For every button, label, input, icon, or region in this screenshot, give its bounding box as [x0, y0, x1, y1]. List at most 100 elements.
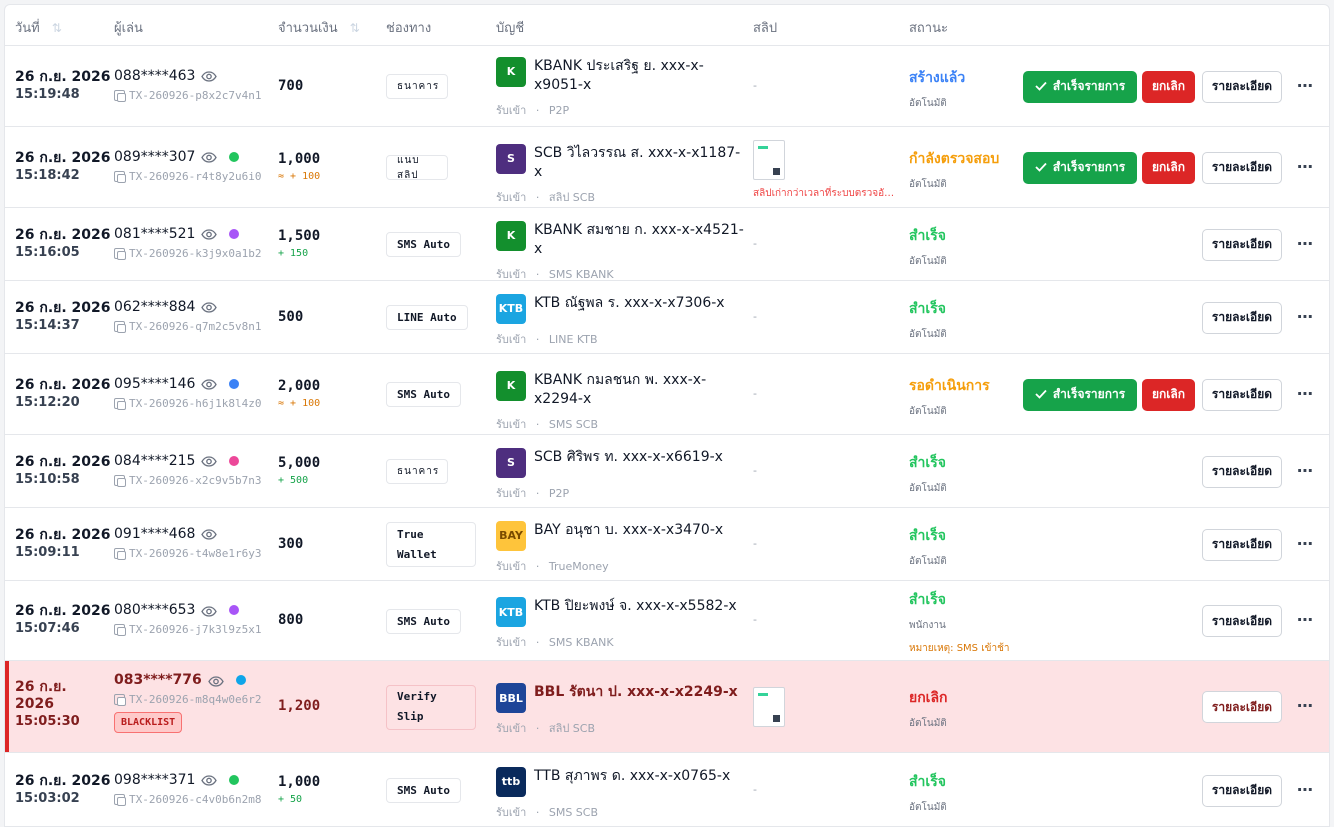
- eye-icon[interactable]: [201, 70, 218, 82]
- tx-id: TX-260926-c4v0b6n2m8: [114, 793, 261, 806]
- eye-icon[interactable]: [201, 378, 218, 390]
- eye-icon[interactable]: [201, 455, 218, 467]
- eye-icon[interactable]: [201, 605, 218, 617]
- confirm-button[interactable]: สำเร็จรายการ: [1023, 378, 1137, 411]
- more-options-icon[interactable]: ⋯: [1297, 233, 1314, 253]
- copy-icon[interactable]: [114, 474, 126, 487]
- bonus-text: ≈ + 100: [278, 170, 321, 182]
- detail-button[interactable]: รายละเอียด: [1202, 70, 1282, 103]
- eye-icon[interactable]: [201, 228, 218, 240]
- slip-thumbnail[interactable]: [753, 687, 785, 727]
- copy-icon[interactable]: [114, 547, 126, 560]
- player-cell: 080****653 TX-260926-j7k3l9z5x1: [114, 601, 261, 636]
- time-text: 15:05:30: [15, 714, 80, 729]
- slip-thumbnail[interactable]: [753, 139, 785, 180]
- bank-logo-icon: S: [496, 447, 526, 478]
- copy-icon[interactable]: [114, 694, 126, 706]
- more-options-icon[interactable]: ⋯: [1297, 779, 1314, 799]
- amount-text: 300: [278, 535, 304, 552]
- direction-text: รับเข้า: [496, 559, 527, 573]
- date-text: 26 ก.ย. 2026: [15, 772, 111, 789]
- eye-icon[interactable]: [201, 774, 218, 786]
- channel-badge: ธนาคาร: [386, 459, 448, 484]
- account-name: KBANK ประเสริฐ ย. xxx-x-x9051-x: [534, 57, 704, 93]
- more-options-icon[interactable]: ⋯: [1297, 306, 1314, 326]
- detail-button[interactable]: รายละเอียด: [1202, 301, 1282, 334]
- more-options-icon[interactable]: ⋯: [1297, 533, 1314, 553]
- status-by: พนักงาน: [909, 620, 946, 631]
- status-label: รอดำเนินการ: [909, 377, 990, 394]
- detail-button[interactable]: รายละเอียด: [1202, 228, 1282, 261]
- more-options-icon[interactable]: ⋯: [1297, 460, 1314, 480]
- direction-text: รับเข้า: [496, 267, 527, 281]
- cancel-button[interactable]: ยกเลิก: [1142, 378, 1195, 411]
- transactions-table: วันที่ ⇅ ผู้เล่น จำนวนเงิน ⇅ ช่องทาง บัญชี…: [4, 4, 1330, 827]
- status-label: สำเร็จ: [909, 454, 946, 471]
- copy-icon[interactable]: [114, 247, 126, 260]
- col-amount[interactable]: จำนวนเงิน ⇅: [278, 17, 360, 38]
- account-cell: BAY BAY อนุชา บ. xxx-x-x3470-x รับเข้า ·…: [496, 520, 746, 575]
- phone-text: 084****215: [114, 452, 196, 469]
- tx-id: TX-260926-r4t8y2u6i0: [114, 170, 261, 183]
- bank-logo-icon: BAY: [496, 520, 526, 551]
- more-options-icon[interactable]: ⋯: [1297, 75, 1314, 95]
- account-name: KTB ปิยะพงษ์ จ. xxx-x-x5582-x: [534, 598, 737, 614]
- detail-button[interactable]: รายละเอียด: [1202, 455, 1282, 488]
- copy-icon[interactable]: [114, 397, 126, 410]
- status-by: อัตโนมัติ: [909, 328, 947, 340]
- status-dot: [229, 228, 240, 239]
- phone-text: 091****468: [114, 525, 196, 542]
- confirm-button[interactable]: สำเร็จรายการ: [1023, 151, 1137, 184]
- amount-text: 1,000: [278, 150, 321, 167]
- eye-icon[interactable]: [207, 675, 224, 687]
- detail-button[interactable]: รายละเอียด: [1202, 378, 1282, 411]
- sort-icon[interactable]: ⇅: [51, 21, 62, 35]
- channel-badge: SMS Auto: [386, 382, 461, 407]
- copy-icon[interactable]: [114, 89, 126, 102]
- separator: ·: [535, 417, 540, 431]
- status-by: อัตโนมัติ: [909, 718, 947, 729]
- copy-icon[interactable]: [114, 624, 126, 636]
- bonus-text: + 150: [278, 247, 309, 259]
- detail-button[interactable]: รายละเอียด: [1202, 151, 1282, 184]
- status-dot: [229, 455, 240, 466]
- col-date[interactable]: วันที่ ⇅: [15, 17, 62, 38]
- detail-button[interactable]: รายละเอียด: [1202, 691, 1282, 723]
- eye-icon[interactable]: [201, 301, 218, 313]
- eye-icon[interactable]: [201, 151, 218, 163]
- copy-icon[interactable]: [114, 793, 126, 806]
- cancel-button[interactable]: ยกเลิก: [1142, 151, 1195, 184]
- tx-id: TX-260926-h6j1k8l4z0: [114, 397, 261, 410]
- status-cell: กำลังตรวจสอบ อัตโนมัติ: [909, 148, 999, 192]
- tx-id: TX-260926-p8x2c7v4n1: [114, 89, 261, 102]
- sort-icon[interactable]: ⇅: [349, 21, 360, 35]
- account-cell: K KBANK ประเสริฐ ย. xxx-x-x9051-x รับเข้…: [496, 56, 746, 119]
- detail-button[interactable]: รายละเอียด: [1202, 605, 1282, 637]
- cancel-button[interactable]: ยกเลิก: [1142, 70, 1195, 103]
- time-text: 15:19:48: [15, 86, 80, 102]
- copy-icon[interactable]: [114, 320, 126, 333]
- amount-cell: 500: [278, 309, 303, 325]
- account-name: KTB ณัฐพล ร. xxx-x-x7306-x: [534, 294, 725, 311]
- col-status: สถานะ: [909, 21, 948, 36]
- date-cell: 26 ก.ย. 2026 15:07:46: [15, 603, 111, 637]
- tx-id: TX-260926-x2c9v5b7n3: [114, 474, 261, 487]
- confirm-button[interactable]: สำเร็จรายการ: [1023, 70, 1137, 103]
- eye-icon[interactable]: [201, 528, 218, 540]
- source-text: สลิป SCB: [548, 722, 596, 735]
- table-row: 26 ก.ย. 2026 15:05:30 083****776 TX-2609…: [5, 661, 1329, 753]
- status-note: หมายเหตุ: SMS เข้าช้า: [909, 643, 1010, 654]
- date-cell: 26 ก.ย. 2026 15:19:48: [15, 69, 111, 103]
- bank-logo-icon: K: [496, 56, 526, 87]
- blacklist-badge: BLACKLIST: [114, 712, 183, 733]
- date-cell: 26 ก.ย. 2026 15:10:58: [15, 454, 111, 488]
- more-options-icon[interactable]: ⋯: [1297, 156, 1314, 176]
- time-text: 15:18:42: [15, 167, 80, 183]
- more-options-icon[interactable]: ⋯: [1297, 610, 1314, 629]
- channel-badge: ธนาคาร: [386, 74, 448, 99]
- detail-button[interactable]: รายละเอียด: [1202, 774, 1282, 807]
- copy-icon[interactable]: [114, 170, 126, 183]
- more-options-icon[interactable]: ⋯: [1297, 383, 1314, 403]
- detail-button[interactable]: รายละเอียด: [1202, 528, 1282, 561]
- more-options-icon[interactable]: ⋯: [1297, 696, 1314, 715]
